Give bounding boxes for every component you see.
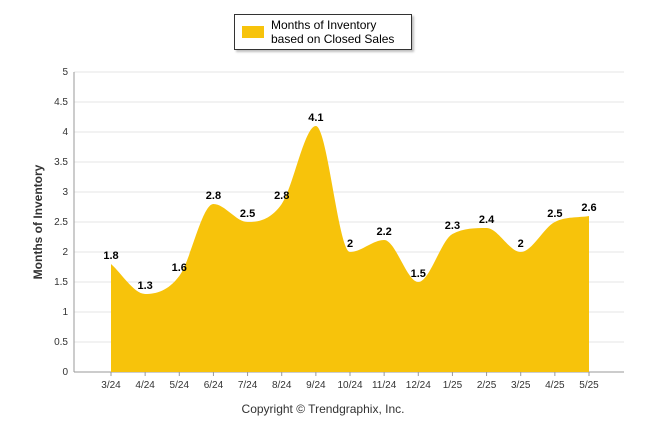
data-label: 2.8: [274, 190, 289, 202]
x-tick-label: 2/25: [477, 380, 497, 391]
area-chart: 0 0.5 1 1.5 2 2.5 3 3.5 4 4.5 5 3/24 4/24 5/24 6/24 7/2…: [54, 67, 624, 391]
y-tick-label: 0.5: [54, 337, 68, 348]
data-label: 1.3: [137, 280, 152, 292]
area-fill: [111, 126, 589, 372]
y-tick-label: 2: [62, 247, 68, 258]
x-tick-label: 3/25: [511, 380, 531, 391]
y-tick-label: 4.5: [54, 97, 68, 108]
y-tick-label: 0: [62, 367, 68, 378]
legend-swatch: [242, 26, 264, 38]
x-tick-label: 6/24: [204, 380, 224, 391]
x-tick-label: 9/24: [306, 380, 326, 391]
copyright-text: Copyright © Trendgraphix, Inc.: [241, 402, 405, 416]
y-tick-label: 5: [62, 67, 68, 78]
legend: Months of Inventory based on Closed Sale…: [234, 14, 412, 50]
data-label: 2.5: [547, 208, 562, 220]
data-label: 2.6: [581, 202, 596, 214]
data-label: 2.5: [240, 208, 255, 220]
y-tick-label: 3: [62, 187, 68, 198]
x-tick-label: 8/24: [272, 380, 292, 391]
data-label: 2: [347, 238, 353, 250]
y-tick-label: 1: [62, 307, 68, 318]
y-tick-label: 2.5: [54, 217, 68, 228]
x-tick-label: 5/24: [170, 380, 190, 391]
data-label: 2.2: [376, 226, 391, 238]
data-label: 2.8: [206, 190, 221, 202]
y-tick-label: 4: [62, 127, 68, 138]
x-tick-label: 5/25: [579, 380, 599, 391]
x-tick-label: 11/24: [372, 380, 397, 391]
data-label: 2.3: [445, 220, 460, 232]
x-tick-label: 4/24: [135, 380, 155, 391]
x-tick-label: 10/24: [337, 380, 362, 391]
data-label: 1.5: [411, 268, 426, 280]
x-tick-label: 7/24: [238, 380, 258, 391]
data-label: 2.4: [479, 214, 495, 226]
y-tick-label: 1.5: [54, 277, 68, 288]
data-label: 1.8: [103, 250, 118, 262]
x-tick-label: 3/24: [101, 380, 121, 391]
legend-label: Months of Inventory based on Closed Sale…: [271, 18, 395, 46]
data-label: 4.1: [308, 112, 323, 124]
x-tick-label: 4/25: [545, 380, 565, 391]
x-tick-label: 12/24: [406, 380, 431, 391]
data-label: 2: [518, 238, 524, 250]
x-tick-label: 1/25: [443, 380, 463, 391]
y-tick-label: 3.5: [54, 157, 68, 168]
data-label: 1.6: [172, 262, 187, 274]
